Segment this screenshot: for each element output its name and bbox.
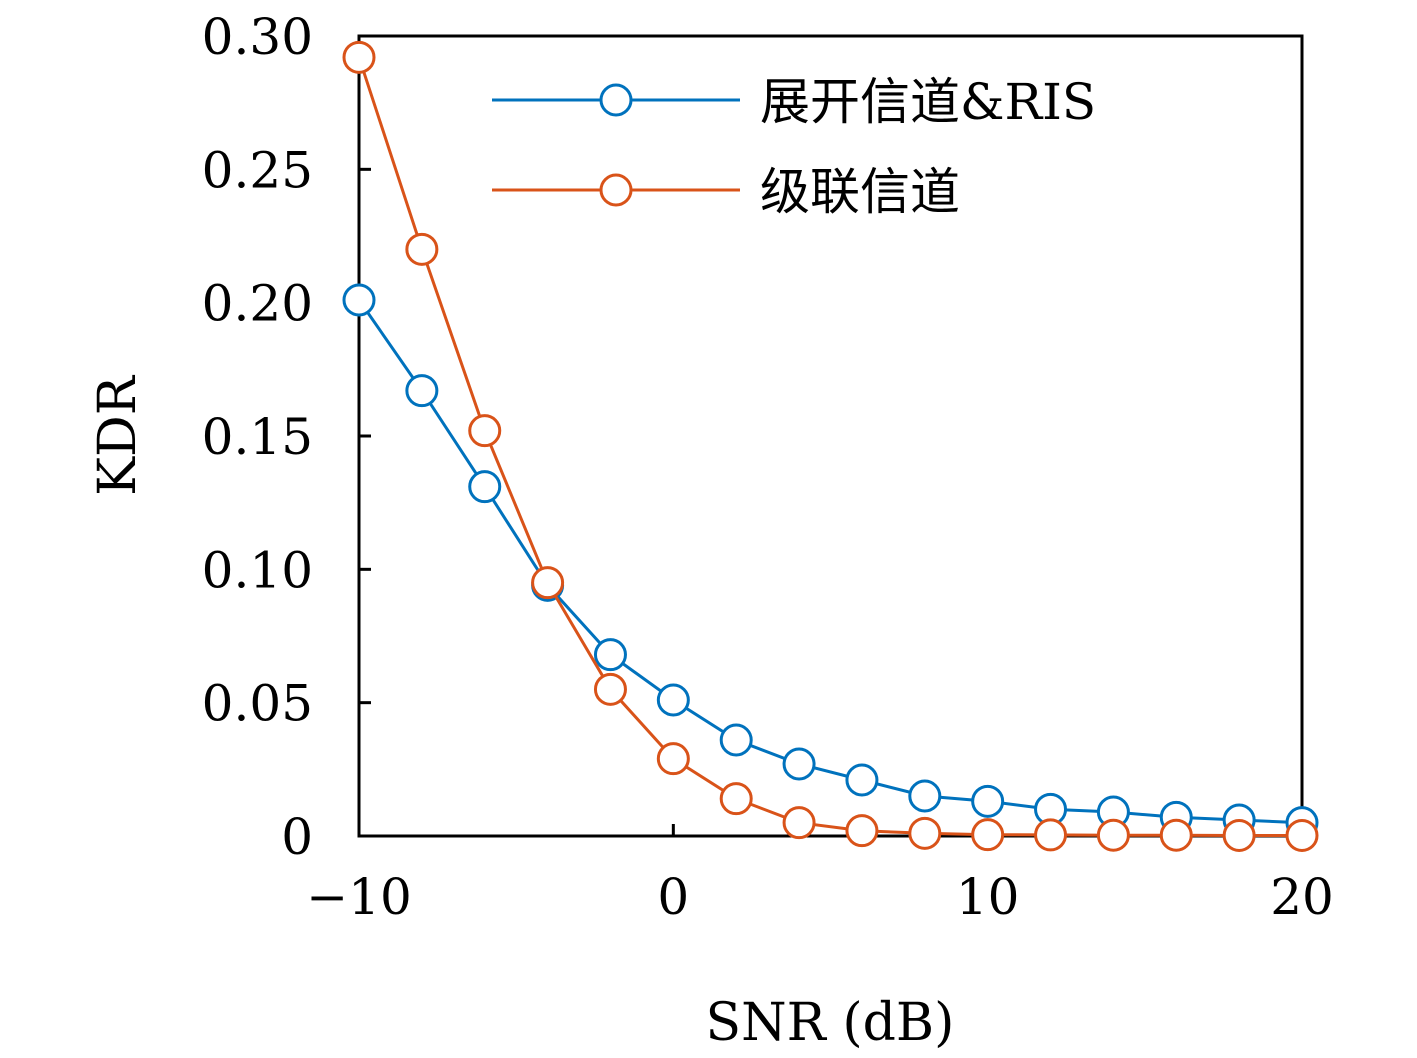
series-line: [357, 56, 1302, 837]
legend-entry-2: 级联信道: [492, 163, 960, 221]
legend-label: 展开信道&RIS: [760, 73, 1096, 131]
y-tick-label: 0.30: [202, 8, 313, 66]
y-tick-label: 0.15: [202, 408, 313, 466]
data-point: [342, 283, 376, 317]
data-point: [845, 763, 879, 797]
data-point: [1096, 818, 1130, 852]
legend-marker: [599, 173, 633, 207]
y-tick-label: 0.20: [202, 275, 313, 333]
y-tick-label: 0: [281, 808, 313, 866]
series-2: [342, 40, 1319, 852]
y-axis-title: KDR: [88, 374, 148, 496]
series-1: [342, 283, 1319, 840]
legend-label: 级联信道: [760, 163, 960, 221]
data-point: [782, 806, 816, 840]
data-point: [468, 470, 502, 504]
data-point: [405, 374, 439, 408]
data-point: [971, 784, 1005, 818]
data-point: [342, 40, 376, 74]
y-tick-label: 0.25: [202, 141, 313, 199]
data-point: [908, 816, 942, 850]
y-tick-label: 0.05: [202, 675, 313, 733]
data-point: [908, 779, 942, 813]
x-tick-label: −10: [306, 868, 412, 926]
legend-marker: [599, 83, 633, 117]
series-layer: [342, 40, 1319, 852]
data-point: [1222, 818, 1256, 852]
x-axis-title: SNR (dB): [706, 993, 955, 1053]
data-point: [531, 566, 565, 600]
legend-entry-1: 展开信道&RIS: [492, 73, 1096, 131]
data-point: [656, 742, 690, 776]
data-point: [845, 814, 879, 848]
x-tick-label: 10: [956, 868, 1020, 926]
data-point: [1034, 818, 1068, 852]
x-tick-label: 20: [1270, 868, 1334, 926]
legend: 展开信道&RIS 级联信道: [492, 73, 1096, 221]
data-point: [405, 232, 439, 266]
data-point: [468, 414, 502, 448]
series-line: [357, 299, 1303, 825]
y-tick-label: 0.10: [202, 541, 313, 599]
data-point: [971, 818, 1005, 852]
data-point: [719, 723, 753, 757]
data-point: [782, 747, 816, 781]
data-point: [593, 638, 627, 672]
data-point: [1285, 818, 1319, 852]
x-tick-label: 0: [657, 868, 689, 926]
data-point: [719, 782, 753, 816]
plot-frame: [357, 34, 1304, 838]
data-point: [593, 672, 627, 706]
data-point: [656, 683, 690, 717]
data-point: [1159, 818, 1193, 852]
